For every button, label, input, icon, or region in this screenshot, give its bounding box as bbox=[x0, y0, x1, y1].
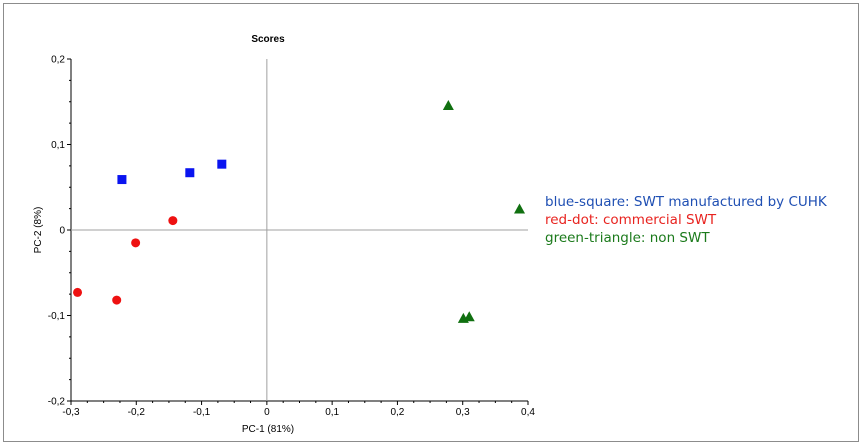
scores-scatter-plot: Scores -0,3 -0,2 -0,1 0 0,1 0,2 0,3 0,4 0,20,10… bbox=[33, 34, 535, 435]
y-tick-label: -0,2 bbox=[48, 397, 66, 408]
red-dot-point bbox=[168, 216, 178, 226]
chart-frame: Scores -0,3 -0,2 -0,1 0 0,1 0,2 0,3 0,4 0,2 0,1 0… bbox=[3, 3, 859, 442]
y-tick-labels: 0,2 0,1 0 -0,1 -0,2 bbox=[48, 55, 66, 408]
y-axis-label: PC-2 (8%) bbox=[33, 207, 44, 254]
red-dot-point bbox=[131, 238, 141, 248]
legend-item-red-dot: red-dot: commercial SWT bbox=[545, 212, 717, 228]
blue-square-point bbox=[217, 159, 227, 169]
legend-item-blue-square: blue-square: SWT manufactured by CUHK bbox=[545, 194, 827, 210]
x-tick-label: -0,3 bbox=[62, 407, 80, 418]
data-points bbox=[73, 100, 526, 323]
legend-item-green-triangle: green-triangle: non SWT bbox=[545, 230, 710, 246]
chart-title: Scores bbox=[251, 34, 285, 45]
y-tick-label: 0,1 bbox=[51, 140, 65, 151]
axes bbox=[67, 58, 529, 405]
red-dot-point bbox=[73, 287, 83, 297]
blue-square-point bbox=[185, 168, 195, 178]
legend: blue-square: SWT manufactured by CUHK re… bbox=[545, 193, 827, 247]
y-tick-label: -0,1 bbox=[48, 311, 66, 322]
blue-square-point bbox=[117, 175, 127, 185]
y-tick-label: 0,2 bbox=[51, 55, 65, 66]
x-tick-label: 0,4 bbox=[521, 407, 535, 418]
x-axis-label: PC-1 (81%) bbox=[242, 424, 294, 435]
x-tick-label: -0,1 bbox=[193, 407, 211, 418]
x-tick-label: 0,2 bbox=[390, 407, 404, 418]
green-triangle-point bbox=[514, 203, 526, 214]
y-tick-label: 0 bbox=[59, 226, 65, 237]
x-tick-labels: -0,3 -0,2 -0,1 0 0,1 0,2 0,3 0,4 bbox=[62, 407, 535, 418]
x-tick-label: 0,1 bbox=[325, 407, 339, 418]
x-tick-label: 0 bbox=[264, 407, 270, 418]
red-dot-point bbox=[112, 295, 122, 305]
x-tick-label: 0,3 bbox=[456, 407, 470, 418]
x-tick-label: -0,2 bbox=[128, 407, 146, 418]
green-triangle-point bbox=[463, 311, 475, 322]
green-triangle-point bbox=[442, 100, 454, 111]
